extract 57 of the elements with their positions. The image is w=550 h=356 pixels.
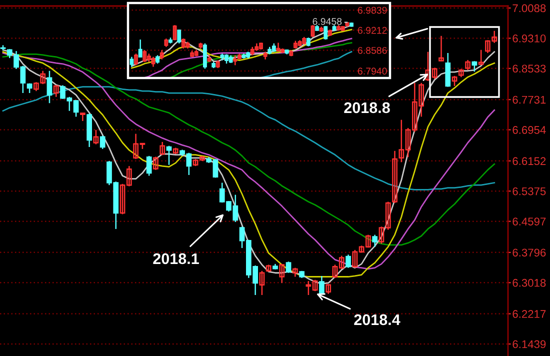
candlestick (372, 234, 378, 248)
y-tick-label: 6.6152 (512, 157, 546, 166)
candlestick (432, 67, 438, 80)
y-tick-label: 6.4597 (512, 218, 546, 226)
candlestick (93, 129, 99, 145)
candlestick (310, 24, 315, 38)
candlestick (392, 150, 398, 204)
y-tick-label: 6.7940 (358, 68, 387, 75)
candlestick (138, 38, 142, 58)
annotation: 6.9458 (312, 18, 342, 25)
y-tick-label: 6.2217 (512, 310, 546, 318)
line-series (260, 51, 352, 78)
candlestick (478, 49, 484, 66)
candlestick (160, 141, 166, 156)
y-tick-label: 6.7731 (512, 96, 546, 104)
candlestick (80, 112, 86, 122)
y-tick-label: 6.9212 (358, 26, 387, 34)
candlestick (279, 263, 285, 284)
candlestick (151, 56, 156, 68)
y-tick-label: 6.1439 (512, 340, 546, 348)
candlestick (438, 35, 444, 62)
candlestick (142, 49, 147, 63)
candlestick (153, 156, 158, 171)
candlestick (286, 260, 292, 274)
y-tick-label: 6.5375 (512, 187, 546, 196)
candlestick (465, 59, 470, 71)
candlestick (181, 38, 186, 50)
y-tick-label: 7.0088 (512, 4, 546, 12)
candlestick (324, 25, 328, 40)
candlestick (452, 75, 458, 87)
candlestick (346, 254, 351, 268)
candlestick (472, 60, 478, 72)
candlestick (203, 42, 207, 70)
y-tick-label: 6.6954 (512, 126, 546, 134)
candlestick (172, 24, 177, 41)
candlestick (46, 70, 52, 104)
candlestick (100, 135, 106, 150)
candlestick (177, 28, 182, 44)
y-tick-label: 6.8586 (358, 46, 387, 54)
candlestick (445, 52, 451, 88)
candlestick (160, 49, 164, 60)
y-tick-label: 6.3796 (512, 248, 546, 257)
candlestick (130, 56, 134, 68)
annotation: 2018.1 (153, 253, 199, 264)
y-tick-label: 6.9310 (512, 34, 546, 42)
candlestick (146, 155, 152, 176)
y-tick-label: 6.8533 (512, 64, 546, 73)
candlestick (326, 284, 332, 294)
y-tick-label: 6.9839 (358, 6, 387, 14)
candlestick (259, 270, 265, 296)
candlestick (134, 53, 138, 66)
candlestick (166, 145, 172, 166)
annotation: 2018.4 (354, 314, 400, 326)
y-tick-label: 6.3018 (512, 278, 546, 287)
candlestick (53, 84, 59, 98)
line-series (144, 38, 352, 78)
annotation: 2018.8 (344, 102, 390, 114)
